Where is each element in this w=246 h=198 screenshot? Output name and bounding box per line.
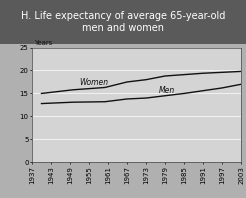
Text: Women: Women bbox=[79, 78, 109, 87]
Text: Years: Years bbox=[34, 40, 52, 46]
Text: Men: Men bbox=[159, 86, 175, 95]
Text: H. Life expectancy of average 65-year-old
men and women: H. Life expectancy of average 65-year-ol… bbox=[21, 11, 225, 33]
